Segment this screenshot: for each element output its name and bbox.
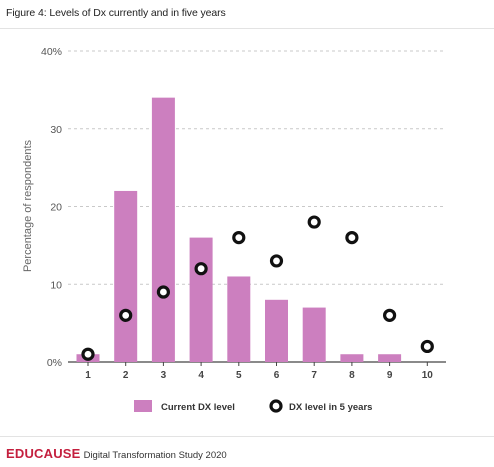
legend-label-current: Current DX level — [161, 402, 235, 413]
x-tick-label: 1 — [85, 370, 91, 381]
bar — [340, 354, 364, 362]
x-tick-label: 5 — [236, 370, 242, 381]
bar-series — [76, 97, 402, 363]
marker-point — [420, 339, 434, 354]
y-tick-label: 10 — [50, 279, 62, 291]
bar — [151, 97, 175, 363]
x-tick-label: 3 — [161, 370, 167, 381]
footer-divider — [0, 436, 494, 437]
legend: Current DX level DX level in 5 years — [134, 399, 372, 413]
x-tick-label: 6 — [274, 370, 280, 381]
legend-label-five-years: DX level in 5 years — [289, 402, 372, 413]
figure-title: Figure 4: Levels of Dx currently and in … — [6, 7, 226, 19]
title-divider — [0, 28, 494, 29]
x-tick-label: 10 — [422, 370, 434, 381]
bar — [265, 299, 288, 362]
x-tick-label: 9 — [387, 370, 393, 381]
marker-point — [81, 347, 95, 361]
legend-marker-swatch — [269, 399, 283, 413]
y-tick-label: 20 — [50, 202, 62, 214]
educause-logo: EDUCAUSE — [6, 446, 81, 461]
x-tick-label: 2 — [123, 370, 129, 381]
chart: 0% 10 20 30 40% 1 2 3 4 5 6 7 8 9 10 Percentage of res… — [22, 46, 446, 413]
x-tick-label: 7 — [311, 370, 317, 381]
footer: EDUCAUSE Digital Transformation Study 202… — [6, 445, 227, 463]
y-tick-label: 0% — [47, 357, 62, 369]
bar — [114, 190, 138, 362]
marker-point — [194, 262, 208, 276]
marker-series — [81, 215, 434, 361]
marker-point — [156, 285, 170, 299]
legend-bar-swatch — [134, 400, 152, 412]
bar — [302, 307, 326, 362]
marker-point — [345, 231, 359, 245]
x-tick-label: 8 — [349, 370, 355, 381]
y-axis-label: Percentage of respondents — [22, 139, 34, 272]
marker-point — [307, 215, 321, 229]
marker-point — [383, 308, 397, 322]
bar — [227, 276, 251, 362]
marker-point — [232, 231, 246, 245]
study-name: Digital Transformation Study 2020 — [83, 450, 227, 461]
marker-point — [119, 308, 133, 322]
x-tick-label: 4 — [198, 370, 204, 381]
y-tick-label: 30 — [50, 124, 62, 136]
bar — [378, 354, 402, 362]
y-tick-label: 40% — [41, 46, 62, 58]
marker-point — [269, 254, 284, 268]
bar — [189, 237, 213, 362]
